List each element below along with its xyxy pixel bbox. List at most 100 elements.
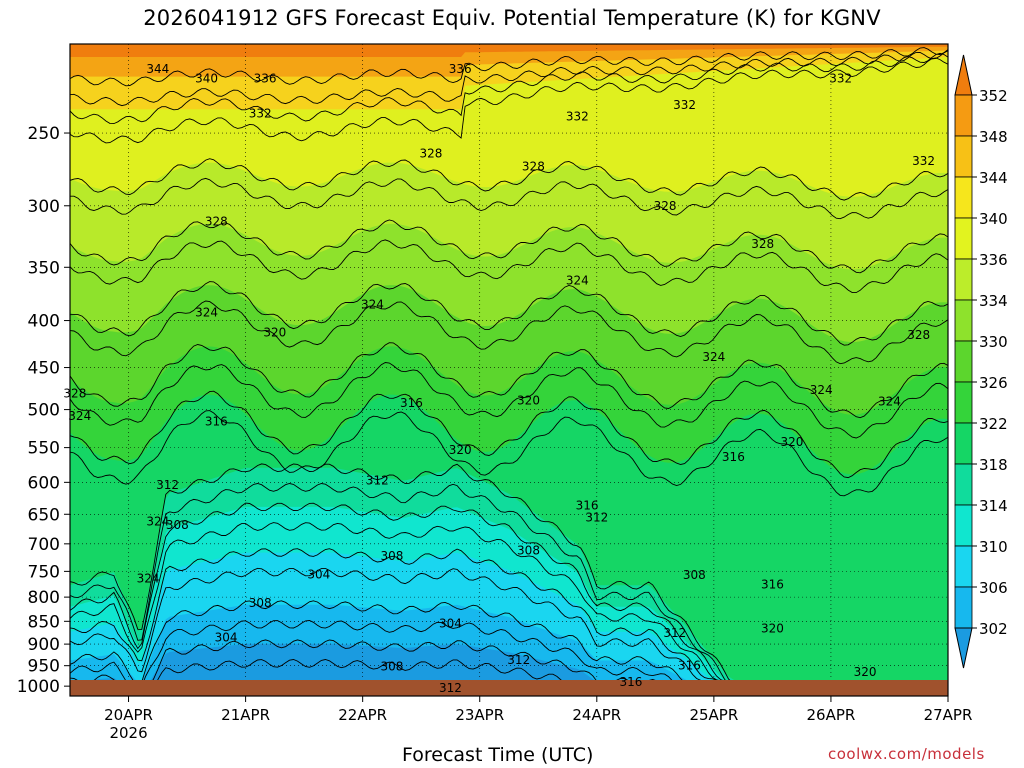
contour-label: 332 [249, 106, 272, 120]
contour-label: 324 [566, 274, 589, 288]
x-tick-label: 23APR [455, 706, 504, 724]
contour-label: 328 [420, 146, 443, 160]
contour-label: 316 [205, 414, 228, 428]
contour-lines [70, 47, 948, 696]
y-tick-label: 950 [28, 657, 60, 677]
x-tick-label: 26APR [807, 706, 856, 724]
colorbar-swatch [954, 586, 973, 629]
y-tick-label: 450 [28, 359, 60, 379]
colorbar-tick-label: 314 [979, 497, 1008, 515]
contour-label: 344 [146, 62, 169, 76]
contour-labels: 344 340 336 336 332 332 332 332 332 328 328 328 328 3… [63, 62, 935, 695]
contour-label: 320 [854, 665, 877, 679]
contour-label: 304 [307, 568, 330, 582]
contour-label: 312 [585, 510, 608, 524]
y-tick-label: 850 [28, 612, 60, 632]
contour-label: 324 [137, 572, 160, 586]
y-tick-label: 400 [28, 312, 60, 332]
contour-label: 324 [878, 395, 901, 409]
y-tick-label: 750 [28, 562, 60, 582]
y-tick-label: 250 [28, 124, 60, 144]
contour-label: 332 [829, 71, 852, 85]
colorbar-tick-label: 334 [979, 292, 1008, 310]
contour-label: 312 [507, 653, 530, 667]
y-tick-label: 500 [28, 401, 60, 421]
contour-label: 312 [156, 478, 179, 492]
colorbar-tick-label: 302 [979, 620, 1008, 638]
colorbar-swatch [954, 217, 973, 260]
colorbar-tick-label: 326 [979, 374, 1008, 392]
contour-label: 336 [449, 62, 472, 76]
colorbar-tick-label: 306 [979, 579, 1008, 597]
contour-label: 328 [751, 237, 774, 251]
contour-label: 328 [63, 386, 86, 400]
contour-label: 320 [263, 325, 286, 339]
colorbar-tick-label: 336 [979, 251, 1008, 269]
colorbar-swatch [954, 94, 973, 137]
colorbar-extend-top [954, 54, 973, 96]
contour-label: 316 [400, 396, 423, 410]
contour-label: 308 [517, 544, 540, 558]
colorbar-swatch [954, 504, 973, 547]
contour-label: 324 [146, 515, 169, 529]
y-tick-label: 900 [28, 635, 60, 655]
plot-area: 344 340 336 336 332 332 332 332 332 328 328 328 328 3… [63, 43, 949, 697]
chart-title: 2026041912 GFS Forecast Equiv. Potential… [143, 6, 881, 30]
credit-link[interactable]: coolwx.com/models [828, 745, 985, 763]
contour-label: 324 [361, 297, 384, 311]
contour-label: 316 [761, 577, 784, 591]
colorbar-swatch [954, 176, 973, 219]
colorbar-tick-label: 310 [979, 538, 1008, 556]
plot-frame [69, 43, 949, 697]
y-tick-label: 350 [28, 258, 60, 278]
contour-label: 328 [907, 328, 930, 342]
colorbar-swatch [954, 463, 973, 506]
contour-label: 308 [249, 596, 272, 610]
colorbar-swatch [954, 340, 973, 383]
contour-label: 316 [678, 659, 701, 673]
y-tick-label: 300 [28, 197, 60, 217]
contour-label: 308 [380, 549, 403, 563]
colorbar-swatch [954, 545, 973, 588]
colorbar-tick-label: 318 [979, 456, 1008, 474]
ground-surface [70, 680, 948, 696]
contour-label: 328 [522, 160, 545, 174]
colorbar-tick-label: 352 [979, 87, 1008, 105]
contour-label: 320 [780, 435, 803, 449]
y-tick-label: 550 [28, 439, 60, 459]
y-axis: 250 300 350 400 450 500 550 600 650 700 750 800 850 9… [17, 124, 70, 697]
x-tick-label: 22APR [338, 706, 387, 724]
contour-label: 304 [215, 630, 238, 644]
x-tick-label: 27APR [924, 706, 973, 724]
x-tick-label: 21APR [221, 706, 270, 724]
colorbar-tick-label: 348 [979, 128, 1008, 146]
colorbar-swatch [954, 299, 973, 342]
contour-label: 316 [619, 675, 642, 689]
colorbar-swatch [954, 381, 973, 424]
contour-label: 324 [702, 350, 725, 364]
contour-label: 304 [439, 617, 462, 631]
contour-label: 324 [810, 383, 833, 397]
colorbar-tick-label: 344 [979, 169, 1008, 187]
contour-label: 316 [576, 499, 599, 513]
contour-label: 320 [761, 622, 784, 636]
contour-label: 328 [205, 214, 228, 228]
contour-label: 332 [673, 98, 696, 112]
x-tick-label: 24APR [572, 706, 621, 724]
contour-label: 332 [912, 154, 935, 168]
contour-label: 320 [517, 394, 540, 408]
contour-fill-bands [70, 44, 948, 696]
contour-label: 336 [254, 71, 277, 85]
contour-label: 340 [195, 71, 218, 85]
colorbar: 352 348 344 340 336 334 330 326 322 318 314 310 306 3… [954, 54, 1008, 669]
contour-label: 312 [366, 473, 389, 487]
contour-label: 308 [380, 660, 403, 674]
contour-label: 332 [566, 110, 589, 124]
colorbar-extend-bottom [954, 627, 973, 669]
contour-label: 308 [166, 518, 189, 532]
contour-label: 308 [683, 568, 706, 582]
y-tick-label: 800 [28, 588, 60, 608]
x-tick-label: 20APR [104, 706, 153, 724]
